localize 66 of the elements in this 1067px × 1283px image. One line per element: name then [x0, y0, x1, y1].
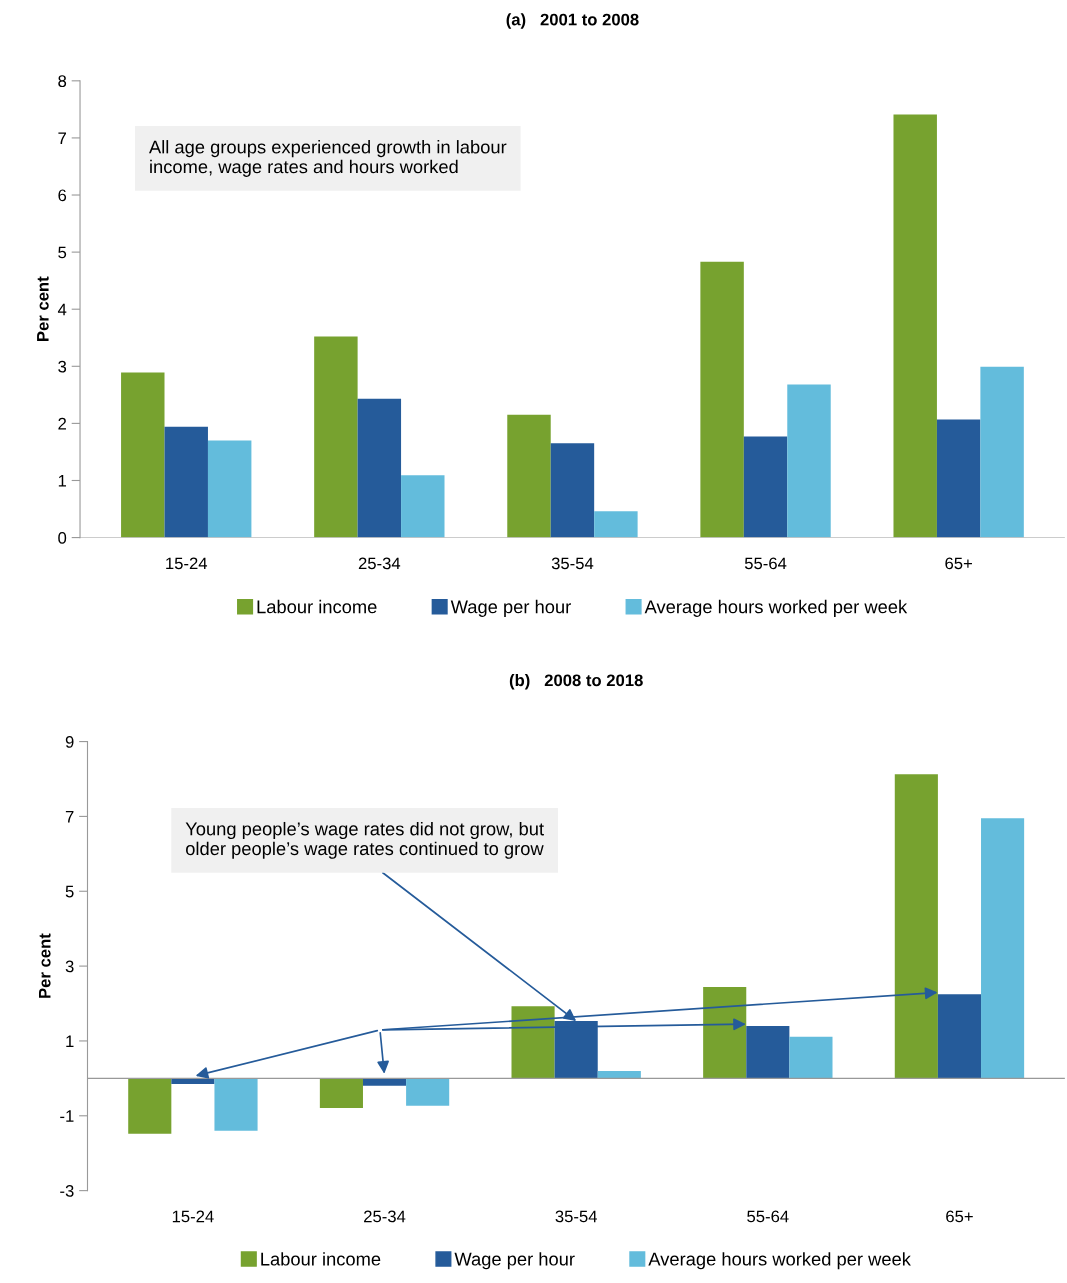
- y-axis-title: Per cent: [37, 276, 49, 341]
- bar: [594, 511, 638, 538]
- bar: [164, 426, 208, 538]
- x-tick-label: 15-24: [166, 557, 208, 570]
- y-tick-label: 3: [58, 360, 67, 373]
- bar: [406, 1078, 450, 1106]
- bar: [746, 1025, 790, 1079]
- y-tick-label: 6: [58, 189, 67, 202]
- legend-label: Average hours worked per week: [644, 599, 908, 617]
- x-tick-label: 55-64: [747, 1210, 789, 1223]
- bar: [789, 1036, 833, 1079]
- y-tick-label: 5: [65, 885, 74, 898]
- bar: [703, 987, 747, 1079]
- bar: [121, 372, 165, 538]
- bar: [550, 443, 595, 538]
- bar: [314, 336, 358, 538]
- annotation: All age groups experienced growth in labour income, wage rates and hours worked: [149, 140, 507, 177]
- legend-label: Labour income: [261, 1252, 381, 1266]
- bar: [700, 261, 744, 538]
- legend-label: Wage per hour: [454, 1252, 575, 1270]
- y-tick-label: 3: [65, 960, 74, 973]
- y-tick-label: 1: [66, 1035, 74, 1047]
- y-tick-label: 4: [57, 303, 67, 316]
- bar: [357, 398, 402, 538]
- legend-label: Labour income: [257, 599, 377, 614]
- bar: [214, 1078, 258, 1131]
- y-tick-label: 1: [58, 475, 67, 487]
- y-tick-label: 7: [58, 132, 66, 144]
- bar: [980, 366, 1024, 538]
- y-tick-label: 0: [58, 531, 67, 544]
- bar: [893, 114, 937, 538]
- x-tick-label: 25-34: [358, 557, 401, 570]
- annotation: Young people’s wage rates did not grow, but older people’s wage rates continued to grow: [185, 821, 544, 859]
- bar: [743, 436, 788, 538]
- y-tick-label: -1: [60, 1110, 74, 1122]
- bar: [362, 1078, 407, 1086]
- x-tick-label: 15-24: [172, 1210, 214, 1223]
- y-tick-label: 5: [58, 246, 67, 259]
- bar: [597, 1070, 641, 1079]
- bar: [937, 994, 982, 1079]
- bar: [401, 475, 445, 538]
- y-tick-label: 8: [58, 75, 67, 88]
- bar: [319, 1078, 363, 1108]
- y-tick-label: 9: [65, 735, 74, 748]
- x-tick-label: 65+: [946, 1210, 973, 1223]
- x-tick-label: 25-34: [364, 1210, 406, 1223]
- bar: [511, 1006, 555, 1079]
- x-tick-label: 65+: [945, 557, 972, 570]
- bar: [507, 414, 551, 538]
- chart-title: (a) 2001 to 2008: [506, 13, 639, 29]
- bar: [787, 384, 831, 538]
- legend-label: Average hours worked per week: [648, 1252, 911, 1270]
- x-tick-label: 55-64: [744, 557, 787, 570]
- bar: [207, 440, 252, 538]
- chart-title: (b) 2008 to 2018: [509, 673, 643, 690]
- y-tick-label: 2: [58, 417, 66, 430]
- bar: [128, 1078, 172, 1134]
- y-tick-label: -3: [60, 1185, 74, 1197]
- y-tick-label: 7: [65, 810, 74, 823]
- y-axis-title: Per cent: [39, 933, 51, 998]
- x-tick-label: 35-54: [555, 1210, 598, 1223]
- bar: [936, 419, 981, 538]
- bar: [894, 774, 938, 1079]
- x-tick-label: 35-54: [551, 557, 594, 570]
- bar: [981, 818, 1025, 1079]
- legend-label: Wage per hour: [450, 599, 571, 617]
